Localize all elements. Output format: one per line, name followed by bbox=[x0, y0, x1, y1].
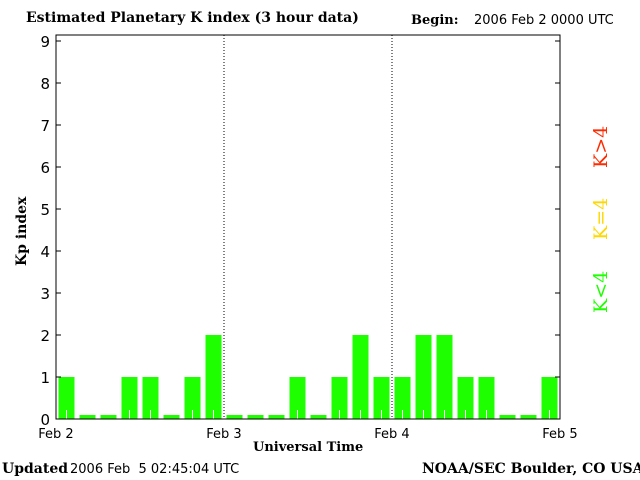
updated-label: Updated bbox=[2, 461, 69, 477]
y-tick-label: 7 bbox=[40, 117, 50, 135]
bar bbox=[184, 377, 201, 419]
y-tick-label: 5 bbox=[40, 201, 50, 219]
bar bbox=[121, 377, 138, 419]
x-tick-label: Feb 5 bbox=[542, 427, 577, 442]
x-tick-label: Feb 4 bbox=[374, 427, 409, 442]
bar bbox=[226, 415, 243, 419]
y-axis-label: Kp index bbox=[14, 196, 30, 266]
bar bbox=[415, 335, 432, 419]
x-tick-label: Feb 2 bbox=[38, 427, 73, 442]
bar bbox=[520, 415, 537, 419]
bar bbox=[268, 415, 285, 419]
bar bbox=[289, 377, 306, 419]
y-tick-label: 8 bbox=[40, 75, 50, 93]
bar bbox=[142, 377, 159, 419]
begin-label: Begin: bbox=[411, 13, 459, 28]
bar bbox=[58, 377, 75, 419]
legend-k-eq-4: K=4 bbox=[590, 197, 612, 240]
bar bbox=[394, 377, 411, 419]
x-axis-label: Universal Time bbox=[253, 440, 364, 455]
legend-k-lt-4: K<4 bbox=[590, 270, 612, 313]
plot-frame bbox=[55, 34, 561, 420]
y-tick-label: 9 bbox=[40, 33, 50, 51]
y-tick-label: 2 bbox=[40, 327, 50, 345]
y-tick-label: 0 bbox=[40, 411, 50, 429]
bar bbox=[310, 415, 327, 419]
chart-title: Estimated Planetary K index (3 hour data… bbox=[26, 10, 359, 26]
bar bbox=[457, 377, 474, 419]
source-credit: NOAA/SEC Boulder, CO USA bbox=[422, 461, 640, 477]
legend-k-gt-4: K>4 bbox=[590, 125, 612, 168]
bar bbox=[205, 335, 222, 419]
y-tick-label: 6 bbox=[40, 159, 50, 177]
bar bbox=[79, 415, 96, 419]
bar bbox=[331, 377, 348, 419]
begin-value: 2006 Feb 2 0000 UTC bbox=[474, 13, 614, 28]
updated-value: 2006 Feb 5 02:45:04 UTC bbox=[70, 462, 240, 477]
bar bbox=[100, 415, 117, 419]
bar bbox=[163, 415, 180, 419]
bar bbox=[541, 377, 558, 419]
x-tick-label: Feb 3 bbox=[206, 427, 241, 442]
bar bbox=[436, 335, 453, 419]
y-tick-label: 4 bbox=[40, 243, 50, 261]
y-tick-label: 3 bbox=[40, 285, 50, 303]
y-tick-label: 1 bbox=[40, 369, 50, 387]
bar bbox=[499, 415, 516, 419]
bar bbox=[478, 377, 495, 419]
bar bbox=[373, 377, 390, 419]
bar bbox=[247, 415, 264, 419]
bar bbox=[352, 335, 369, 419]
